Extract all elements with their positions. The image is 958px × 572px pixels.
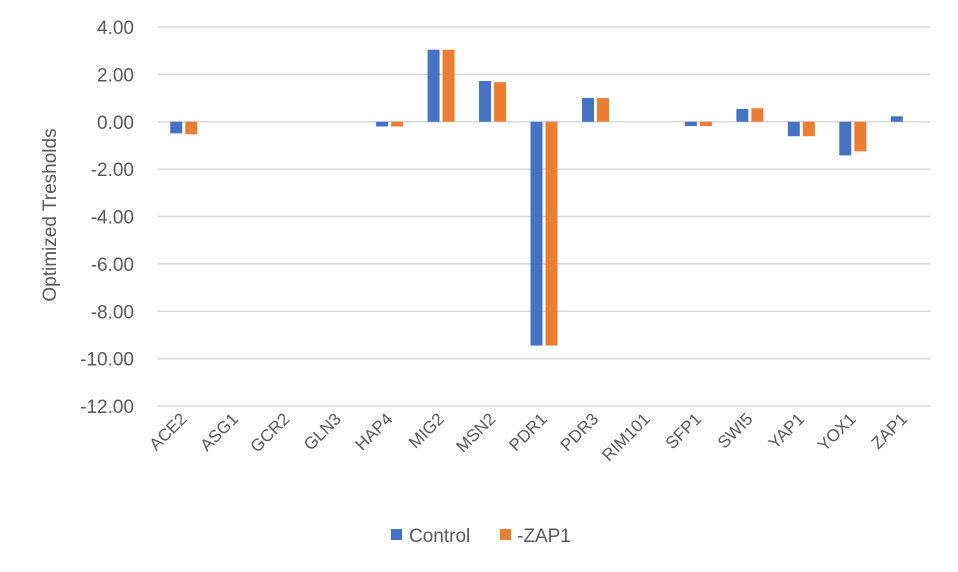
y-tick-label: 0.00 <box>97 113 134 134</box>
bar-control-pdr3 <box>581 98 594 122</box>
bar-control-zap1 <box>890 116 903 122</box>
y-tick-label: -6.00 <box>91 255 134 276</box>
bar-control-msn2 <box>479 81 492 122</box>
y-tick-label: -8.00 <box>91 302 134 323</box>
x-tick-label: GCR2 <box>247 409 294 456</box>
gridlines <box>158 26 930 407</box>
bar-control-swi5 <box>736 108 749 122</box>
bar-zap1-mig2 <box>442 49 455 122</box>
legend: Control -ZAP1 <box>391 526 571 547</box>
bar-zap1-yox1 <box>854 121 867 152</box>
legend-swatch-control <box>391 529 402 540</box>
y-axis-title: Optimized Tresholds <box>40 128 61 301</box>
bar-zap1-sfp1 <box>699 121 712 127</box>
y-tick-label: -4.00 <box>91 208 134 229</box>
bar-control-mig2 <box>427 49 440 122</box>
legend-label-control: Control <box>409 526 470 547</box>
y-tick-label: -12.00 <box>80 397 134 418</box>
x-tick-label: SFP1 <box>662 409 706 453</box>
legend-swatch-zap1 <box>500 529 511 540</box>
x-tick-label: SWI5 <box>714 409 757 452</box>
bars <box>170 49 903 346</box>
x-tick-label: ASG1 <box>197 409 243 455</box>
x-tick-label: MSN2 <box>453 409 500 456</box>
bar-control-yox1 <box>839 121 852 156</box>
legend-label-zap1: -ZAP1 <box>517 526 571 547</box>
bar-control-hap4 <box>376 121 389 127</box>
x-tick-label: YAP1 <box>765 409 808 452</box>
x-tick-label: MIG2 <box>405 409 448 452</box>
x-tick-label: PDR3 <box>557 409 603 455</box>
bar-control-ace2 <box>170 121 183 134</box>
bar-zap1-ace2 <box>185 121 198 135</box>
bar-control-pdr1 <box>530 121 543 346</box>
x-tick-label: ZAP1 <box>868 409 912 453</box>
x-tick-label: PDR1 <box>505 409 551 455</box>
bar-zap1-swi5 <box>751 108 764 122</box>
bar-zap1-hap4 <box>391 121 404 127</box>
x-axis-ticks: ACE2 ASG1 GCR2 GLN3 HAP4 MIG2 MSN2 PDR1 PDR3RIM1… <box>146 409 911 465</box>
bar-control-yap1 <box>787 121 800 137</box>
bar-zap1-msn2 <box>494 82 507 122</box>
y-tick-label: -2.00 <box>91 160 134 181</box>
bar-zap1-pdr1 <box>545 121 558 346</box>
y-tick-label: 4.00 <box>97 18 134 39</box>
bar-control-sfp1 <box>684 121 697 127</box>
x-tick-label: RIM101 <box>598 409 654 465</box>
y-axis-ticks: 4.00 2.00 0.00 -2.00 -4.00 -6.00 -8.00 -10.00 -1… <box>80 18 134 418</box>
x-tick-label: HAP4 <box>352 409 397 454</box>
y-tick-label: 2.00 <box>97 65 134 86</box>
x-tick-label: ACE2 <box>146 409 191 454</box>
x-tick-label: YOX1 <box>814 409 860 455</box>
bar-zap1-yap1 <box>802 121 815 137</box>
y-tick-label: -10.00 <box>80 350 134 371</box>
bar-zap1-pdr3 <box>596 98 609 122</box>
x-tick-label: GLN3 <box>300 409 345 454</box>
